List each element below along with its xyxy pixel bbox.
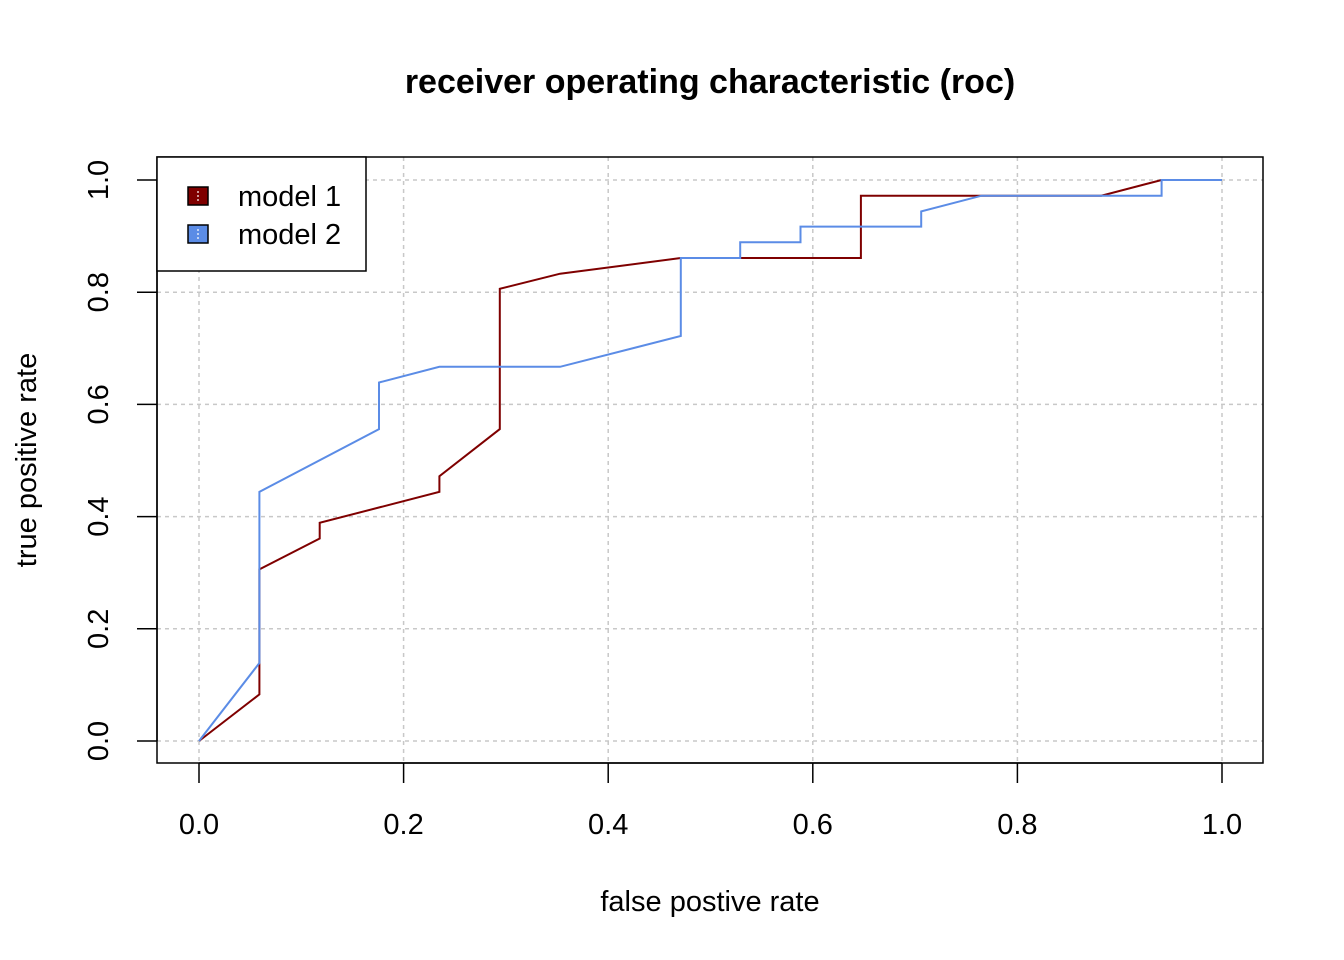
x-axis-label: false postive rate	[600, 886, 819, 918]
series-lines	[198, 179, 1222, 742]
x-tick-label: 0.4	[588, 809, 628, 841]
x-axis: 0.0 0.2 0.4 0.6 0.8 1.0	[179, 762, 1242, 841]
y-tick-label: 0.4	[83, 496, 115, 536]
y-tick-label: 0.0	[83, 721, 115, 761]
legend-box	[156, 156, 367, 272]
x-tick-label: 0.2	[383, 809, 423, 841]
y-tick-label: 1.0	[83, 160, 115, 200]
y-axis: 0.0 0.2 0.4 0.6 0.8 1.0	[83, 160, 158, 761]
y-tick-label: 0.6	[83, 384, 115, 424]
x-tick-label: 0.6	[793, 809, 833, 841]
legend-label: model 1	[238, 181, 341, 213]
x-tick-label: 0.8	[997, 809, 1037, 841]
series-line-model-2	[198, 179, 1222, 742]
y-tick-label: 0.2	[83, 609, 115, 649]
series-line-model-1	[198, 179, 1222, 742]
legend-label: model 2	[238, 219, 341, 251]
chart-title: receiver operating characteristic (roc)	[405, 63, 1015, 101]
x-tick-label: 1.0	[1202, 809, 1242, 841]
x-tick-label: 0.0	[179, 809, 219, 841]
y-axis-label: true positive rate	[11, 353, 43, 567]
y-tick-label: 0.8	[83, 272, 115, 312]
legend: model 1 model 2	[156, 156, 367, 272]
